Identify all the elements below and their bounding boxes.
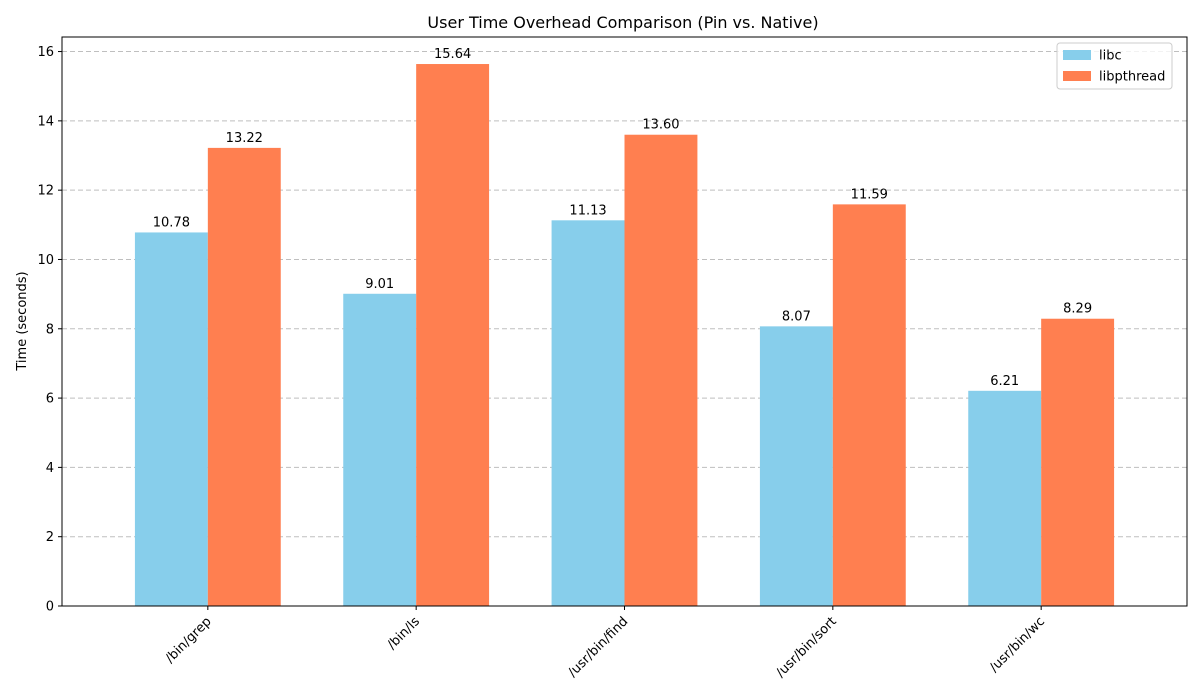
- x-tick-label: /usr/bin/wc: [987, 614, 1048, 675]
- data-label-libpthread: 15.64: [434, 47, 471, 62]
- bar-libc: [343, 293, 417, 606]
- x-tick-label: /bin/grep: [163, 614, 215, 666]
- bar-libc: [134, 232, 208, 606]
- y-tick-label: 14: [37, 114, 54, 129]
- data-label-libc: 6.21: [990, 374, 1019, 389]
- legend-swatch-libpthread: [1063, 71, 1091, 81]
- bar-libpthread: [832, 204, 906, 606]
- bar-libc: [759, 326, 833, 606]
- legend-label-libpthread: libpthread: [1099, 70, 1165, 85]
- y-tick-label: 12: [37, 184, 54, 199]
- bar-libpthread: [207, 147, 281, 606]
- data-label-libc: 8.07: [782, 309, 811, 324]
- data-labels: 10.78 9.01 11.13 8.07 6.21 13.22 15.64 13.60 11.…: [153, 47, 1092, 389]
- data-label-libc: 9.01: [365, 277, 394, 292]
- chart-title: User Time Overhead Comparison (Pin vs. N…: [427, 13, 818, 32]
- x-tick-label: /bin/ls: [385, 614, 424, 653]
- legend: libc libpthread: [1056, 42, 1173, 90]
- y-tick-label: 10: [37, 253, 54, 268]
- bar-libc: [551, 220, 625, 606]
- y-tick-label: 0: [46, 600, 54, 615]
- bar-libpthread: [624, 134, 698, 606]
- y-axis-label: Time (seconds): [15, 271, 30, 371]
- legend-label-libc: libc: [1099, 49, 1122, 64]
- data-label-libpthread: 13.22: [226, 131, 263, 146]
- bar-libpthread: [1041, 318, 1115, 606]
- data-label-libpthread: 13.60: [642, 118, 679, 133]
- legend-swatch-libc: [1063, 50, 1091, 60]
- x-tick-label: /usr/bin/find: [565, 614, 631, 680]
- bar-libc: [968, 390, 1042, 606]
- data-label-libpthread: 8.29: [1063, 302, 1092, 317]
- x-tick-label: /usr/bin/sort: [773, 614, 839, 680]
- data-label-libc: 10.78: [153, 215, 190, 230]
- y-tick-label: 6: [46, 392, 54, 407]
- bar-libpthread: [416, 64, 490, 606]
- data-label-libc: 11.13: [569, 203, 606, 218]
- y-tick-label: 16: [37, 45, 54, 60]
- bars: [134, 64, 1115, 606]
- y-tick-label: 4: [46, 461, 54, 476]
- y-tick-label: 2: [46, 530, 54, 545]
- y-tick-label: 8: [46, 322, 54, 337]
- data-label-libpthread: 11.59: [851, 187, 888, 202]
